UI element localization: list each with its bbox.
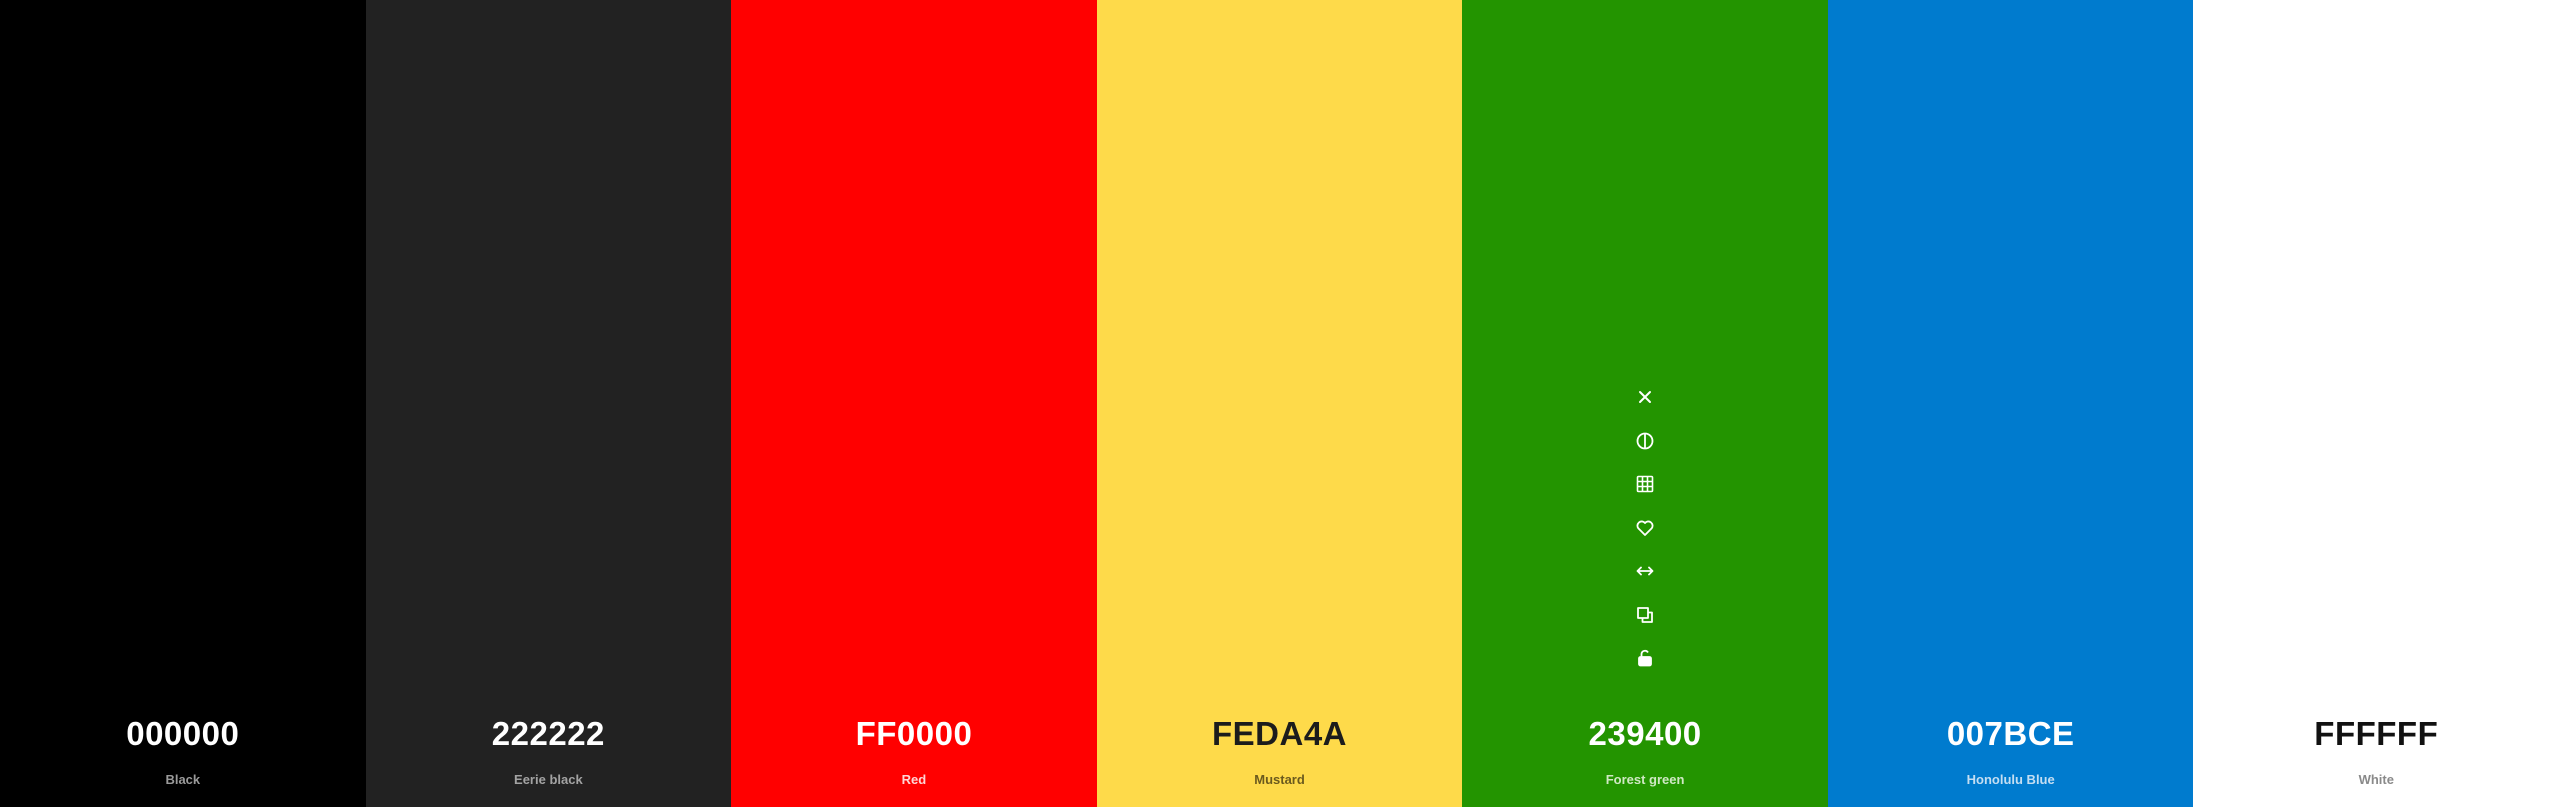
contrast-icon[interactable] (1633, 429, 1657, 453)
color-name: Black (165, 772, 201, 787)
color-swatch[interactable]: FF0000 Red (731, 0, 1097, 807)
color-name: Red (901, 772, 927, 787)
color-swatch[interactable]: 222222 Eerie black (365, 0, 732, 807)
hex-code[interactable]: FEDA4A (1212, 715, 1348, 752)
swatch-toolbar (1633, 385, 1657, 690)
shades-icon[interactable] (1633, 472, 1657, 496)
hex-code[interactable]: 239400 (1588, 715, 1702, 752)
color-swatch[interactable]: 000000 Black (0, 0, 366, 807)
color-name: Honolulu Blue (1966, 772, 2055, 787)
hex-code[interactable]: FFFFFF (2314, 715, 2439, 752)
drag-icon[interactable] (1633, 559, 1657, 583)
color-swatch[interactable]: 007BCE Honolulu Blue (1827, 0, 2194, 807)
color-name: Forest green (1605, 772, 1685, 787)
favorite-icon[interactable] (1633, 516, 1657, 540)
color-name: Mustard (1254, 772, 1305, 787)
hex-code[interactable]: 007BCE (1946, 715, 2075, 752)
color-name: Eerie black (514, 772, 583, 787)
hex-code[interactable]: 000000 (126, 715, 240, 752)
remove-icon[interactable] (1633, 385, 1657, 409)
color-swatch[interactable]: FEDA4A Mustard (1096, 0, 1463, 807)
hex-code[interactable]: FF0000 (855, 715, 973, 752)
color-swatch[interactable]: 239400 Forest green (1462, 0, 1828, 807)
color-name: White (2358, 772, 2394, 787)
color-swatch[interactable]: FFFFFF White (2193, 0, 2559, 807)
unlock-icon[interactable] (1633, 646, 1657, 670)
copy-icon[interactable] (1633, 603, 1657, 627)
hex-code[interactable]: 222222 (491, 715, 605, 752)
